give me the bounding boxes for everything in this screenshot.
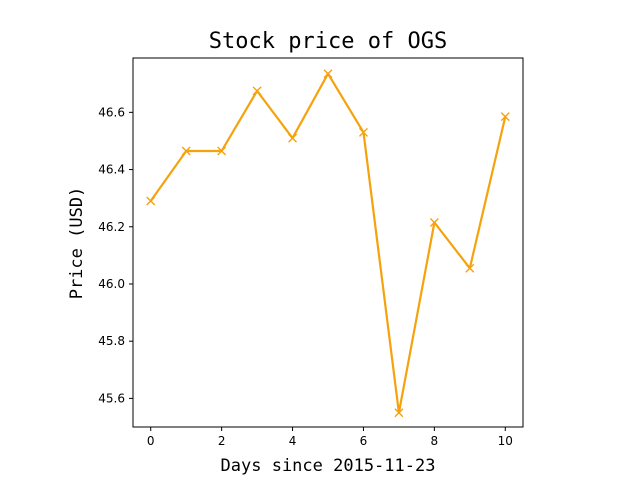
data-point [147,197,155,205]
y-tick-label: 45.8 [98,334,125,348]
plot-frame [133,58,523,427]
x-tick-label: 10 [498,434,513,448]
x-tick-label: 8 [431,434,439,448]
y-axis: 45.6 45.8 46.0 46.2 46.4 46.6 [98,105,133,405]
series-layer [147,70,510,417]
y-tick-label: 45.6 [98,391,125,405]
x-tick-label: 0 [147,434,155,448]
x-tick-label: 4 [289,434,297,448]
y-tick-label: 46.2 [98,220,125,234]
data-point [324,70,332,78]
y-tick-label: 46.6 [98,105,125,119]
x-tick-label: 2 [218,434,226,448]
x-axis-label: Days since 2015-11-23 [221,456,436,476]
chart-title: Stock price of OGS [209,29,447,54]
y-tick-label: 46.0 [98,277,125,291]
y-tick-label: 46.4 [98,163,125,177]
series-line [151,74,506,413]
data-point [253,87,261,95]
data-point [289,134,297,142]
x-axis: 0 2 4 6 8 10 [147,427,513,448]
y-axis-label: Price (USD) [67,187,87,300]
x-tick-label: 6 [360,434,368,448]
